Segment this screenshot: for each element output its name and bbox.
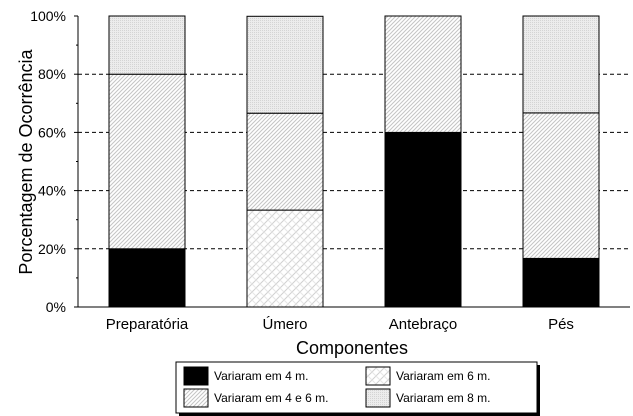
y-tick-label: 100% — [30, 8, 66, 24]
y-tick-label: 0% — [46, 299, 66, 315]
x-category-label: Úmero — [262, 316, 307, 333]
legend-swatch — [365, 366, 391, 386]
bar-segment — [522, 15, 600, 114]
y-tick-label: 20% — [38, 241, 66, 257]
legend-box — [175, 361, 538, 414]
x-category-labels: Preparatória Úmero Antebraço Pés — [106, 316, 574, 333]
bar-segment — [246, 209, 324, 308]
y-axis-title: Porcentagem de Ocorrência — [16, 48, 36, 274]
bar-segment — [246, 15, 324, 114]
bar-segment — [108, 15, 186, 75]
y-ticks: 0% 20% 40% 60% 80% 100% — [30, 8, 78, 315]
legend-label: Variaram em 4 m. — [214, 369, 308, 383]
legend-label: Variaram em 6 m. — [396, 369, 490, 383]
x-axis-title: Componentes — [296, 338, 408, 358]
y-tick-label: 60% — [38, 124, 66, 140]
bar-segment — [384, 15, 462, 133]
bar-segment — [522, 112, 600, 259]
bar-segment — [108, 73, 186, 250]
legend-label: Variaram em 4 e 6 m. — [214, 391, 328, 405]
x-category-label: Pés — [548, 316, 574, 333]
bar-segment — [108, 248, 186, 308]
x-category-label: Antebraço — [389, 316, 457, 333]
bar-segment — [246, 112, 324, 211]
bars — [108, 15, 600, 308]
bar-segment — [384, 131, 462, 308]
y-tick-label: 80% — [38, 66, 66, 82]
legend-swatch — [183, 366, 209, 386]
legend: Variaram em 4 m. Variaram em 6 m. Variaram… — [175, 361, 540, 416]
x-category-label: Preparatória — [106, 316, 189, 333]
legend-label: Variaram em 8 m. — [396, 391, 490, 405]
legend-swatch — [183, 388, 209, 408]
y-tick-label: 40% — [38, 183, 66, 199]
legend-swatch — [365, 388, 391, 408]
bar-segment — [522, 257, 600, 308]
